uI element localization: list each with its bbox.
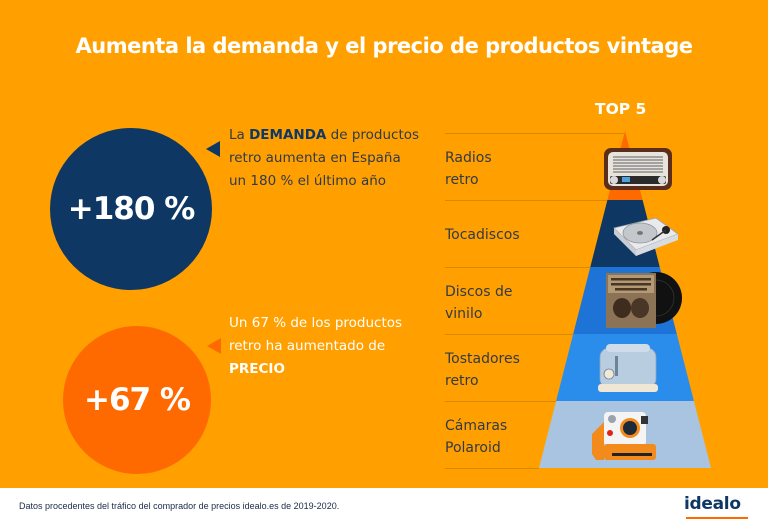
price-note-bold-text: PRECIO — [229, 361, 285, 377]
turntable-icon — [613, 217, 679, 256]
idealo-logo[interactable]: idealo — [684, 494, 741, 514]
price-pointer-icon — [207, 338, 221, 354]
top5-item-label: Cámaras Polaroid — [445, 415, 507, 459]
top5-item-label-line-1: Discos de — [445, 284, 513, 300]
top5-item-label-line-1: Tostadores — [445, 351, 520, 367]
top5-item-label-line-2: vinilo — [445, 306, 483, 322]
price-note-bold: PRECIO — [229, 358, 439, 381]
top5-heading: TOP 5 — [595, 100, 647, 118]
top5-item-label-line-2: retro — [445, 172, 479, 188]
top5-row-divider — [445, 200, 608, 201]
demand-note: La DEMANDA de productos retro aumenta en… — [229, 124, 439, 193]
footer-source-note: Datos procedentes del tráfico del compra… — [19, 501, 340, 511]
top5-item-label-line-2: Polaroid — [445, 440, 501, 456]
demand-note-bold: DEMANDA — [249, 127, 327, 143]
demand-note-line-2: retro aumenta en España — [229, 150, 401, 166]
top5-item-label-line-1: Tocadiscos — [445, 227, 520, 243]
logo-underline — [686, 517, 748, 519]
top5-item-label: Radios retro — [445, 147, 492, 191]
demand-note-line-1: La DEMANDA de productos — [229, 124, 439, 147]
price-note: Un 67 % de los productos retro ha aument… — [229, 312, 439, 381]
top5-row-divider — [445, 468, 539, 469]
price-stat-circle: +67 % — [63, 326, 211, 474]
top5-item-label: Tostadores retro — [445, 348, 520, 392]
top5-item-label: Tocadiscos — [445, 224, 520, 246]
top5-row-divider — [445, 267, 591, 268]
demand-note-line-3: un 180 % el último año — [229, 173, 387, 189]
price-note-line-1: Un 67 % de los productos — [229, 315, 403, 331]
demand-note-rest: de productos — [326, 127, 420, 143]
demand-pointer-icon — [206, 141, 220, 157]
top5-item-label-line-1: Cámaras — [445, 418, 508, 434]
top5-item-label-line-2: retro — [445, 373, 479, 389]
infographic-canvas: Aumenta la demanda y el precio de produc… — [0, 0, 768, 488]
top5-pyramid — [539, 131, 711, 468]
top5-row-divider — [445, 334, 574, 335]
top5-item-label: Discos de vinilo — [445, 281, 512, 325]
top5-row-divider — [445, 401, 557, 402]
price-stat-value: +67 % — [84, 382, 191, 418]
top5-item-label-line-1: Radios — [445, 150, 492, 166]
polaroid-camera-icon — [592, 412, 656, 460]
price-note-line-2: retro ha aumentado de — [229, 338, 386, 354]
toaster-icon — [598, 344, 658, 392]
demand-stat-value: +180 % — [67, 191, 196, 227]
footer: Datos procedentes del tráfico del compra… — [0, 488, 768, 528]
demand-note-prefix: La — [229, 127, 250, 143]
vinyl-record-icon — [606, 272, 682, 328]
page-title: Aumenta la demanda y el precio de produc… — [75, 34, 693, 58]
top5-row-divider — [445, 133, 625, 134]
demand-stat-circle: +180 % — [50, 128, 212, 290]
retro-radio-icon — [604, 148, 672, 190]
